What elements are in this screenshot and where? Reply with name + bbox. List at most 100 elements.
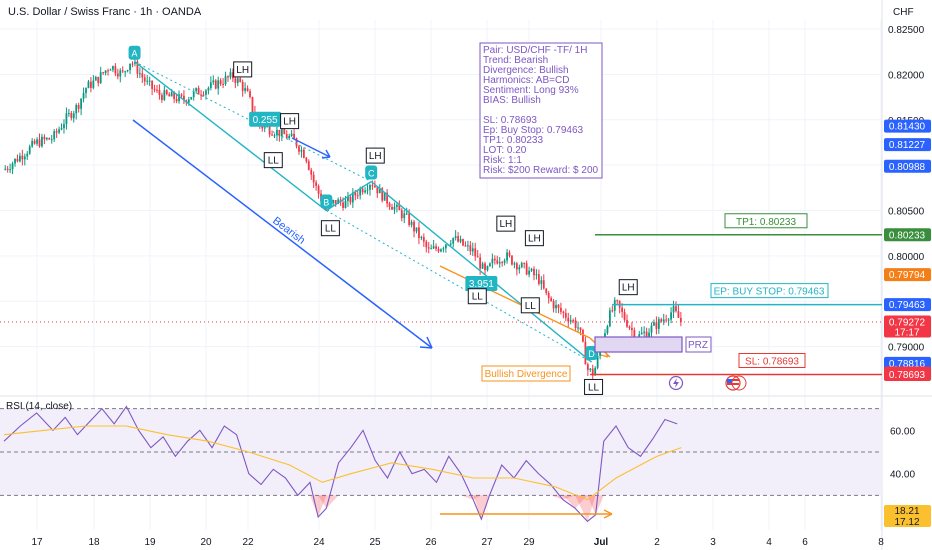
candle-body [178, 94, 180, 102]
candle-body [359, 188, 362, 196]
candle-body [82, 93, 85, 99]
pattern-point-marker [128, 45, 141, 60]
pattern-point-b: B [320, 194, 333, 209]
candle-body [672, 306, 675, 313]
candle-body [655, 322, 658, 329]
candle-body [386, 192, 389, 204]
candle-body [227, 76, 229, 78]
candle-body [283, 128, 286, 135]
swing-label-box [320, 220, 340, 237]
candle-body [484, 263, 486, 271]
candle-body [653, 322, 655, 326]
candle-body [533, 268, 535, 276]
candle-body [153, 88, 156, 90]
rsi-oversold-fill [473, 495, 490, 520]
candle-body [50, 139, 53, 141]
candle-body [398, 204, 401, 211]
swing-label: LL [588, 382, 600, 393]
sl-label-box [738, 352, 806, 368]
candle-body [662, 319, 665, 322]
candle-body [43, 136, 46, 140]
candle-body [53, 131, 56, 140]
swing-label: LL [525, 301, 537, 312]
rsi-tick-label: 40.00 [890, 470, 915, 481]
info-box-line: Divergence: Bullish [483, 65, 569, 76]
price-tick-label: 0.82500 [888, 25, 925, 36]
divergence-label-box [481, 365, 571, 382]
price-tick-label: 0.79000 [888, 343, 925, 354]
candle-body [459, 239, 462, 242]
candle-body [11, 163, 14, 170]
candle-body [222, 83, 224, 85]
candle-body [557, 304, 560, 308]
candle-body [364, 190, 366, 193]
candle-body [511, 255, 513, 265]
candle-body [528, 270, 530, 275]
candle-body [129, 63, 131, 71]
candle-body [442, 248, 445, 250]
swing-label: LL [472, 292, 484, 303]
entry-label-box [710, 283, 829, 299]
harmonic-ab-line [134, 61, 327, 212]
candle-body [369, 185, 371, 190]
candle-body [471, 248, 474, 252]
candle-body [160, 95, 163, 100]
prz-box [594, 336, 683, 353]
ratio-label: 3.951 [469, 279, 494, 290]
candle-body [503, 260, 506, 263]
candle-body [493, 258, 496, 261]
candle-body [351, 192, 354, 203]
pattern-point-c: C [365, 165, 378, 180]
candle-body [432, 246, 435, 249]
candle-body [168, 94, 171, 97]
swing-label: LH [528, 234, 541, 245]
time-tick-label: 22 [242, 537, 254, 548]
pattern-point-label: C [368, 169, 375, 179]
candle-body [28, 146, 31, 154]
divergence-label: Bullish Divergence [485, 369, 568, 380]
swing-label: LL [268, 156, 280, 167]
candle-body [92, 80, 95, 88]
candle-body [650, 325, 653, 333]
candle-body [535, 274, 538, 276]
candle-body [241, 81, 244, 91]
candle-body [187, 99, 190, 103]
candle-body [124, 71, 127, 73]
candle-body [476, 256, 479, 258]
time-tick-label: 25 [369, 537, 381, 548]
time-tick-label: 4 [766, 537, 772, 548]
candle-body [273, 135, 276, 137]
candle-body [491, 258, 494, 264]
pattern-point-label: A [132, 49, 138, 59]
candle-body [560, 307, 562, 312]
ratio-box [465, 276, 498, 292]
price-axis-badge-label: 0.80233 [889, 230, 926, 241]
candle-body [158, 89, 161, 96]
candle-body [435, 246, 437, 249]
swing-label-box [263, 152, 283, 169]
candle-body [501, 262, 504, 264]
candle-body [586, 364, 589, 370]
candle-body [63, 124, 65, 129]
swing-label: LH [236, 65, 249, 76]
price-axis-badge [884, 138, 931, 152]
candle-body [14, 158, 16, 164]
candle-body [347, 196, 349, 201]
price-axis-badge [884, 228, 931, 242]
price-axis-countdown: 17:17 [894, 327, 919, 338]
time-tick-label: 8 [878, 537, 884, 548]
candle-body [474, 248, 477, 257]
us-flag-canton [727, 379, 732, 383]
candle-body [112, 66, 114, 70]
candle-body [244, 88, 247, 91]
candle-body [202, 94, 205, 96]
time-tick-label: 29 [523, 537, 535, 548]
candle-body [648, 332, 650, 337]
candle-body [665, 319, 668, 321]
candle-body [513, 263, 516, 265]
price-axis-badge-label: 0.78693 [889, 370, 926, 381]
candle-body [525, 263, 528, 275]
candle-body [506, 252, 508, 261]
candle-body [530, 268, 533, 271]
